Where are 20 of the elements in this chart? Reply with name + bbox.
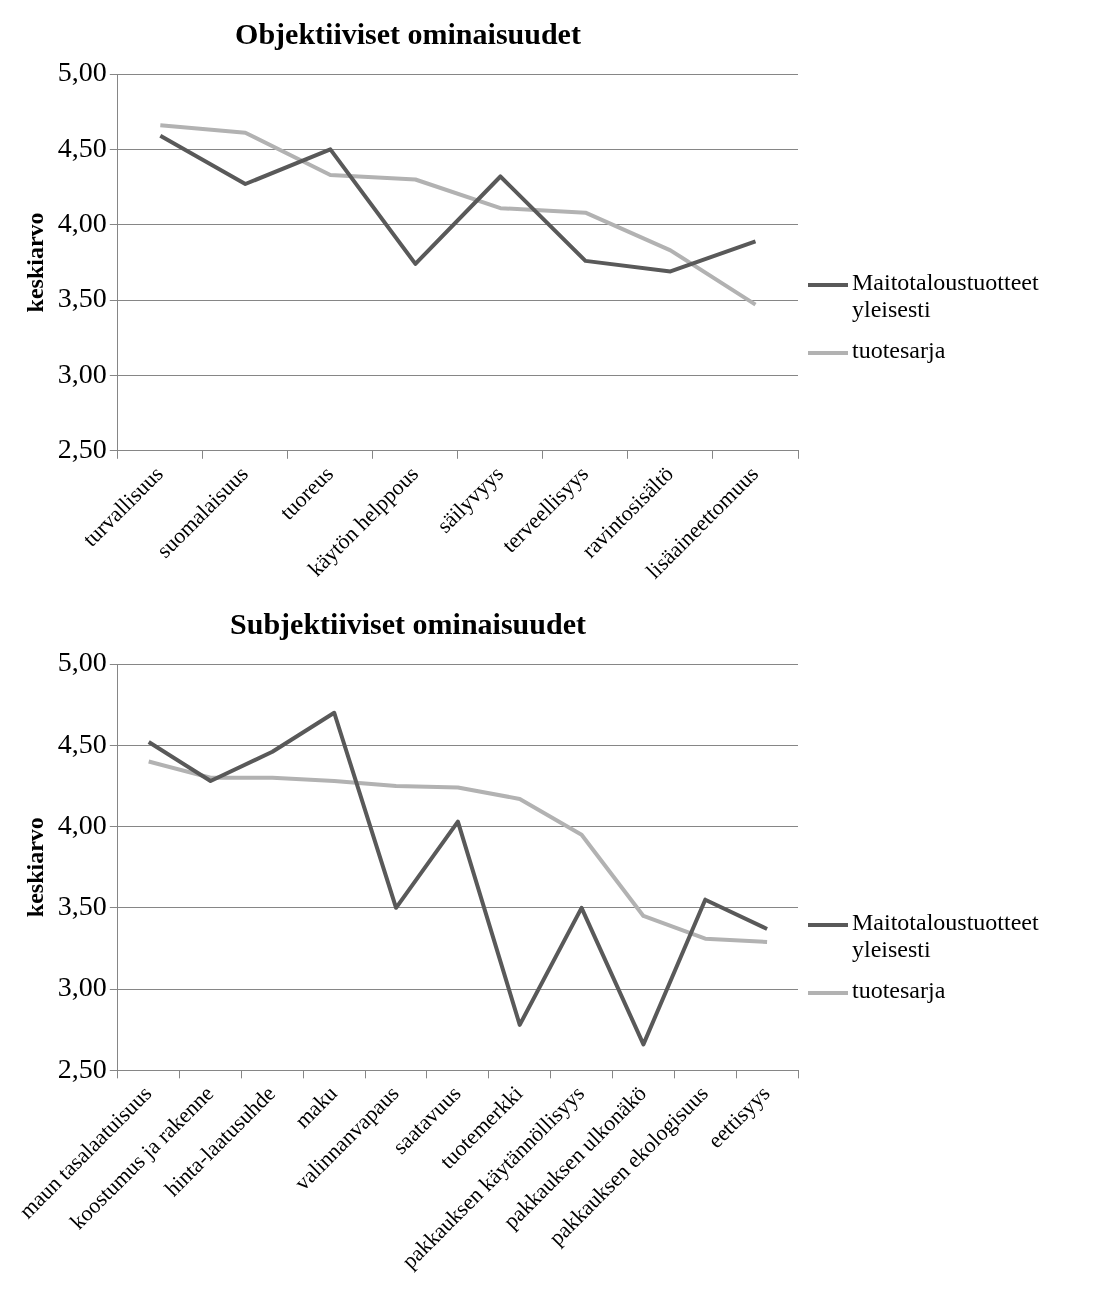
y-tick-label: 4,50 bbox=[57, 131, 107, 163]
y-axis-title: keskiarvo bbox=[21, 817, 48, 918]
y-tick-label: 3,00 bbox=[57, 971, 107, 1003]
legend-label: Maitotaloustuotteet yleisesti bbox=[852, 908, 1040, 963]
y-tick-label: 5,00 bbox=[57, 646, 107, 678]
y-tick-label: 5,00 bbox=[57, 56, 107, 88]
y-tick-label: 2,50 bbox=[57, 1052, 107, 1084]
y-tick-label: 4,00 bbox=[57, 207, 107, 239]
chart-title: Subjektiiviset ominaisuudet bbox=[230, 606, 586, 640]
y-tick-label: 4,50 bbox=[57, 727, 107, 759]
y-tick-label: 4,00 bbox=[57, 808, 107, 840]
y-tick-label: 3,50 bbox=[57, 282, 107, 314]
legend-label: tuotesarja bbox=[852, 336, 946, 364]
y-axis-title: keskiarvo bbox=[21, 212, 48, 313]
y-tick-label: 2,50 bbox=[57, 433, 107, 465]
y-tick-label: 3,00 bbox=[57, 357, 107, 389]
chart-title: Objektiiviset ominaisuudet bbox=[235, 16, 581, 50]
y-tick-label: 3,50 bbox=[57, 890, 107, 922]
legend-label: tuotesarja bbox=[852, 976, 946, 1004]
legend-label: Maitotaloustuotteet yleisesti bbox=[852, 268, 1040, 323]
